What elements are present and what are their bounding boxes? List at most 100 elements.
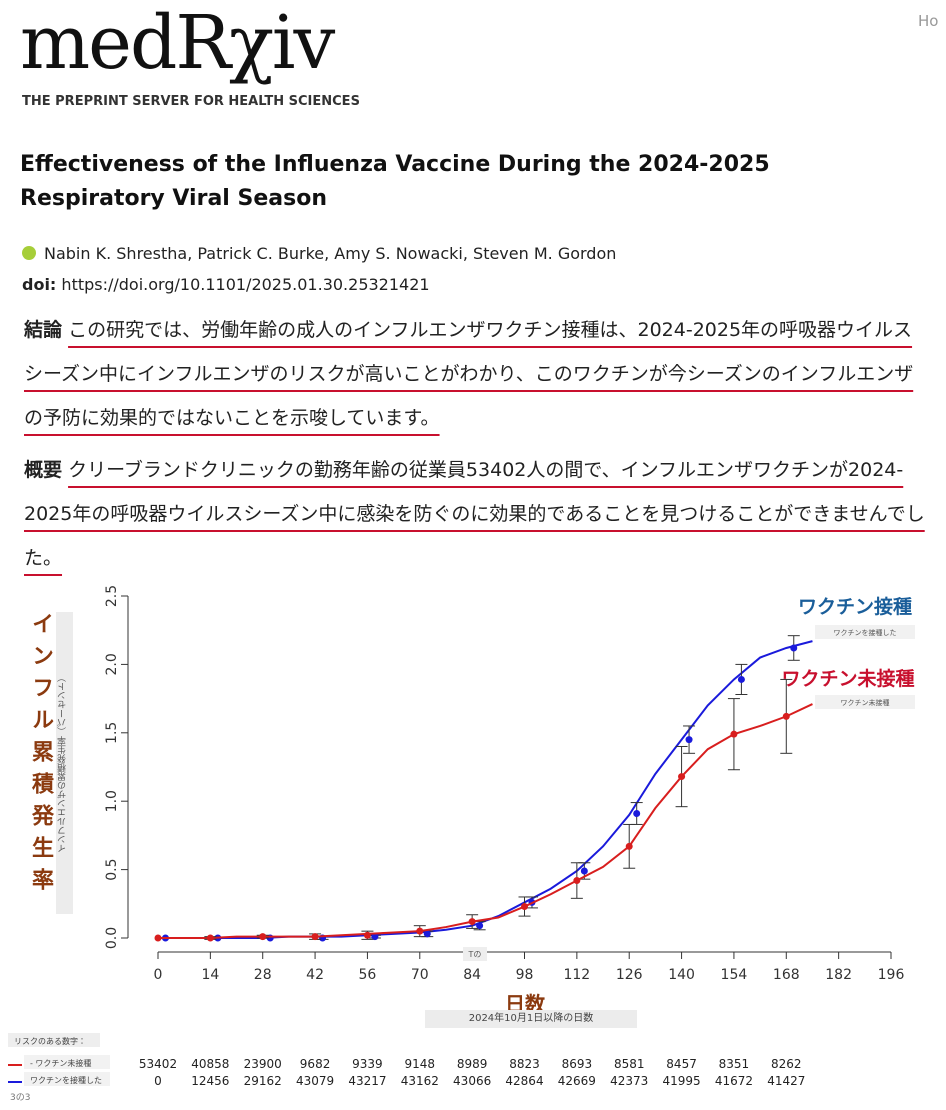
point [423,930,431,938]
doi-label: doi: [22,275,57,294]
x-tick-label: 98 [516,967,534,983]
risk-cell: 23900 [244,1057,282,1071]
legend-label: ワクチン接種 [798,596,912,618]
y-tick-label: 1.0 [104,790,120,812]
point [790,644,798,652]
series-line [158,703,813,939]
conclusion: 結論 この研究では、労働年齢の成人のインフルエンザワクチン接種は、2024-20… [24,308,929,440]
risk-row-label: ワクチンを接種した [30,1075,102,1085]
point [206,934,214,942]
risk-cell: 12456 [191,1074,229,1087]
point [580,867,588,875]
x-axis-caption: 2024年10月1日以降の日数 [425,1010,637,1028]
risk-cell: 42669 [558,1074,596,1087]
article-title: Effectiveness of the Influenza Vaccine D… [20,152,770,211]
x-tick-label: 70 [411,967,429,983]
point [363,931,371,939]
point [625,842,633,850]
point [154,934,162,942]
risk-title-tag [8,1033,100,1047]
risk-cell: 43066 [453,1074,491,1087]
tagline: THE PREPRINT SERVER FOR HEALTH SCIENCES [22,94,360,109]
point [311,933,319,941]
chart: 0.0 0.5 1.0 1.5 2.0 2.5 0 14 28 42 56 70 84 98 112 126 1… [8,585,915,1087]
risk-cell: 40858 [191,1057,229,1071]
conclusion-label: 結論 [24,319,63,341]
risk-cell: 0 [154,1074,162,1087]
point [468,918,476,926]
point [476,922,484,930]
risk-cell: 42864 [505,1074,543,1087]
x-tick-label: 42 [306,967,324,983]
point [685,736,693,744]
x-tick-label: 28 [254,967,272,983]
risk-cell: 29162 [244,1074,282,1087]
legend-tag [815,625,915,639]
point [782,712,790,720]
summary: 概要 クリーブランドクリニックの勤務年齢の従業員53402人の間で、インフルエン… [24,448,929,580]
risk-cell: 8351 [719,1057,750,1071]
orcid-icon[interactable] [22,246,36,260]
point [573,877,581,885]
x-tick-label: 0 [154,967,163,983]
risk-cell: 41672 [715,1074,753,1087]
note-tag [463,947,487,961]
legend-label: ワクチン未接種 [781,667,914,690]
risk-cell: 53402 [139,1057,177,1071]
conclusion-text: この研究では、労働年齢の成人のインフルエンザワクチン接種は、2024-2025年… [24,319,914,429]
x-tick-label: 140 [668,967,695,983]
legend-caption: ワクチンを接種した [834,628,897,637]
risk-cell: 43079 [296,1074,334,1087]
risk-label-tag [24,1072,110,1086]
x-tick-label: 182 [825,967,852,983]
y-tick-label: 0.0 [104,927,120,949]
point [730,730,738,738]
risk-cell: 9148 [405,1057,436,1071]
point [737,675,745,683]
logo[interactable]: medRχiv [20,0,335,86]
point [678,773,686,781]
doi: doi: https://doi.org/10.1101/2025.01.30.… [22,275,430,294]
legend-tag [815,695,915,709]
y-tick-label: 2.5 [104,585,120,607]
y-tick-label: 2.0 [104,653,120,675]
risk-cell: 8262 [771,1057,802,1071]
x-tick-label: 14 [201,967,219,983]
authors: Nabin K. Shrestha, Patrick C. Burke, Amy… [22,244,616,263]
x-tick-label: 56 [359,967,377,983]
risk-cell: 9339 [352,1057,383,1071]
legend-caption: ワクチン未接種 [841,698,890,707]
summary-text: クリーブランドクリニックの勤務年齢の従業員53402人の間で、インフルエンザワク… [24,459,925,569]
y-tick-label: 1.5 [104,722,120,744]
point [371,933,379,941]
summary-label: 概要 [24,459,63,481]
note: Tの [468,950,482,959]
risk-cell: 41427 [767,1074,805,1087]
risk-row-label: - ワクチン未接種 [30,1058,91,1068]
point [521,903,528,911]
risk-cell: 43217 [348,1074,386,1087]
author-list[interactable]: Nabin K. Shrestha, Patrick C. Burke, Amy… [44,244,617,263]
risk-title: リスクのある数字： [14,1036,86,1046]
risk-cell: 41995 [662,1074,700,1087]
nav-link[interactable]: Ho [918,12,939,30]
x-tick-label: 154 [721,967,748,983]
x-tick-label: 196 [878,967,905,983]
risk-cell: 8823 [509,1057,540,1071]
risk-cell: 8989 [457,1057,488,1071]
x-tick-label: 112 [563,967,590,983]
risk-cell: 9682 [300,1057,331,1071]
risk-cell: 43162 [401,1074,439,1087]
risk-cell: 8581 [614,1057,645,1071]
x-tick-label: 168 [773,967,800,983]
point [633,810,641,818]
pager[interactable]: 3の3 [10,1093,31,1103]
series-line [158,640,813,939]
doi-link[interactable]: https://doi.org/10.1101/2025.01.30.25321… [61,275,430,294]
x-tick-label: 84 [463,967,481,983]
y-tick-label: 0.5 [104,858,120,880]
risk-cell: 8457 [666,1057,697,1071]
risk-cell: 42373 [610,1074,648,1087]
x-tick-label: 126 [616,967,643,983]
